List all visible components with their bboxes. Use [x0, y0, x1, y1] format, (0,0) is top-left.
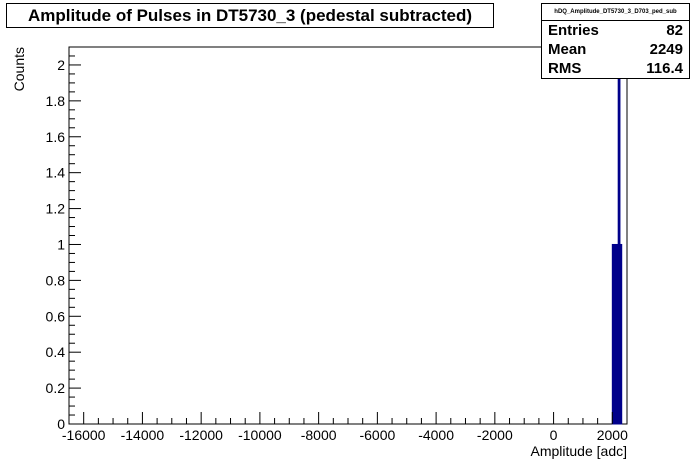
stats-row-entries: Entries 82	[542, 21, 689, 40]
stats-row-rms: RMS 116.4	[542, 59, 689, 78]
x-tick-label: -6000	[359, 427, 395, 443]
stats-value: 82	[666, 22, 683, 39]
stats-label: Entries	[548, 22, 599, 39]
y-tick-label: 0	[57, 416, 65, 432]
y-tick-label: 1	[57, 236, 65, 252]
x-axis-label: Amplitude [adc]	[531, 443, 628, 459]
y-tick-label: 2	[57, 57, 65, 73]
histogram-bar-0	[611, 243, 619, 425]
x-tick-label: 0	[550, 427, 558, 443]
x-tick-label: -4000	[418, 427, 454, 443]
y-tick-label: 0.4	[46, 344, 66, 360]
histogram-bar-2	[619, 243, 623, 425]
x-tick-label: -12000	[179, 427, 223, 443]
x-tick-label: -10000	[238, 427, 282, 443]
stats-value: 116.4	[646, 60, 683, 77]
x-tick-label: -16000	[62, 427, 106, 443]
stats-label: RMS	[548, 60, 582, 77]
y-tick-label: 0.8	[46, 272, 66, 288]
y-tick-label: 1.8	[46, 93, 66, 109]
x-tick-label: -14000	[121, 427, 165, 443]
y-tick-label: 1.2	[46, 201, 66, 217]
stats-value: 2249	[649, 41, 683, 58]
x-tick-label: -2000	[477, 427, 513, 443]
chart-title-text: Amplitude of Pulses in DT5730_3 (pedesta…	[27, 5, 472, 25]
y-tick-label: 1.6	[46, 129, 66, 145]
x-tick-label: -8000	[301, 427, 337, 443]
stats-label: Mean	[548, 41, 587, 58]
x-tick-label: 2000	[597, 427, 628, 443]
y-tick-label: 0.6	[46, 308, 66, 324]
plot-frame	[68, 46, 628, 425]
y-axis-label: Counts	[11, 47, 27, 91]
y-tick-label: 0.2	[46, 380, 66, 396]
stats-box: hDQ_Amplitude_DT5730_3_D703_ped_sub Entr…	[541, 3, 690, 79]
stats-histogram-name: hDQ_Amplitude_DT5730_3_D703_ped_sub	[542, 4, 689, 21]
stats-row-mean: Mean 2249	[542, 40, 689, 59]
chart-title: Amplitude of Pulses in DT5730_3 (pedesta…	[6, 3, 494, 28]
y-tick-label: 1.4	[46, 165, 66, 181]
